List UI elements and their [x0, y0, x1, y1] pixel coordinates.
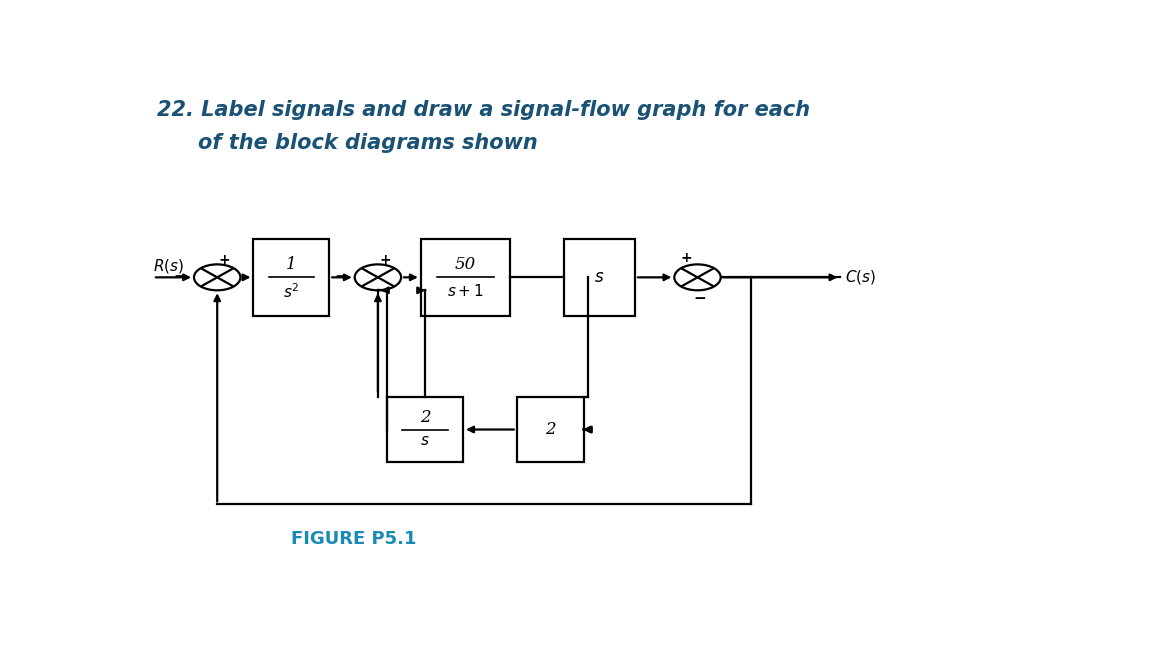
- Text: +: +: [219, 253, 230, 268]
- Circle shape: [674, 264, 721, 290]
- Bar: [420, 238, 510, 316]
- Text: $R(s)$: $R(s)$: [153, 257, 184, 275]
- Text: −: −: [174, 268, 187, 284]
- Bar: [253, 238, 329, 316]
- Text: 2: 2: [545, 421, 555, 438]
- Text: FIGURE P5.1: FIGURE P5.1: [291, 530, 417, 548]
- Text: $s^2$: $s^2$: [283, 282, 300, 301]
- Text: −: −: [694, 290, 706, 306]
- Text: +: +: [379, 253, 391, 268]
- Text: $s+1$: $s+1$: [447, 283, 484, 299]
- Text: of the block diagrams shown: of the block diagrams shown: [198, 133, 537, 153]
- Text: 2: 2: [420, 410, 431, 426]
- Text: 50: 50: [455, 256, 476, 273]
- Text: +: +: [680, 251, 691, 265]
- Text: $s$: $s$: [420, 434, 430, 448]
- Bar: [517, 397, 584, 462]
- Bar: [387, 397, 463, 462]
- Text: $s$: $s$: [594, 269, 605, 286]
- Text: $C(s)$: $C(s)$: [844, 268, 876, 286]
- Text: −: −: [334, 268, 347, 284]
- Text: 22. Label signals and draw a signal-flow graph for each: 22. Label signals and draw a signal-flow…: [158, 100, 811, 120]
- Circle shape: [194, 264, 241, 290]
- Bar: [563, 238, 635, 316]
- Text: 1: 1: [286, 256, 296, 273]
- Circle shape: [355, 264, 401, 290]
